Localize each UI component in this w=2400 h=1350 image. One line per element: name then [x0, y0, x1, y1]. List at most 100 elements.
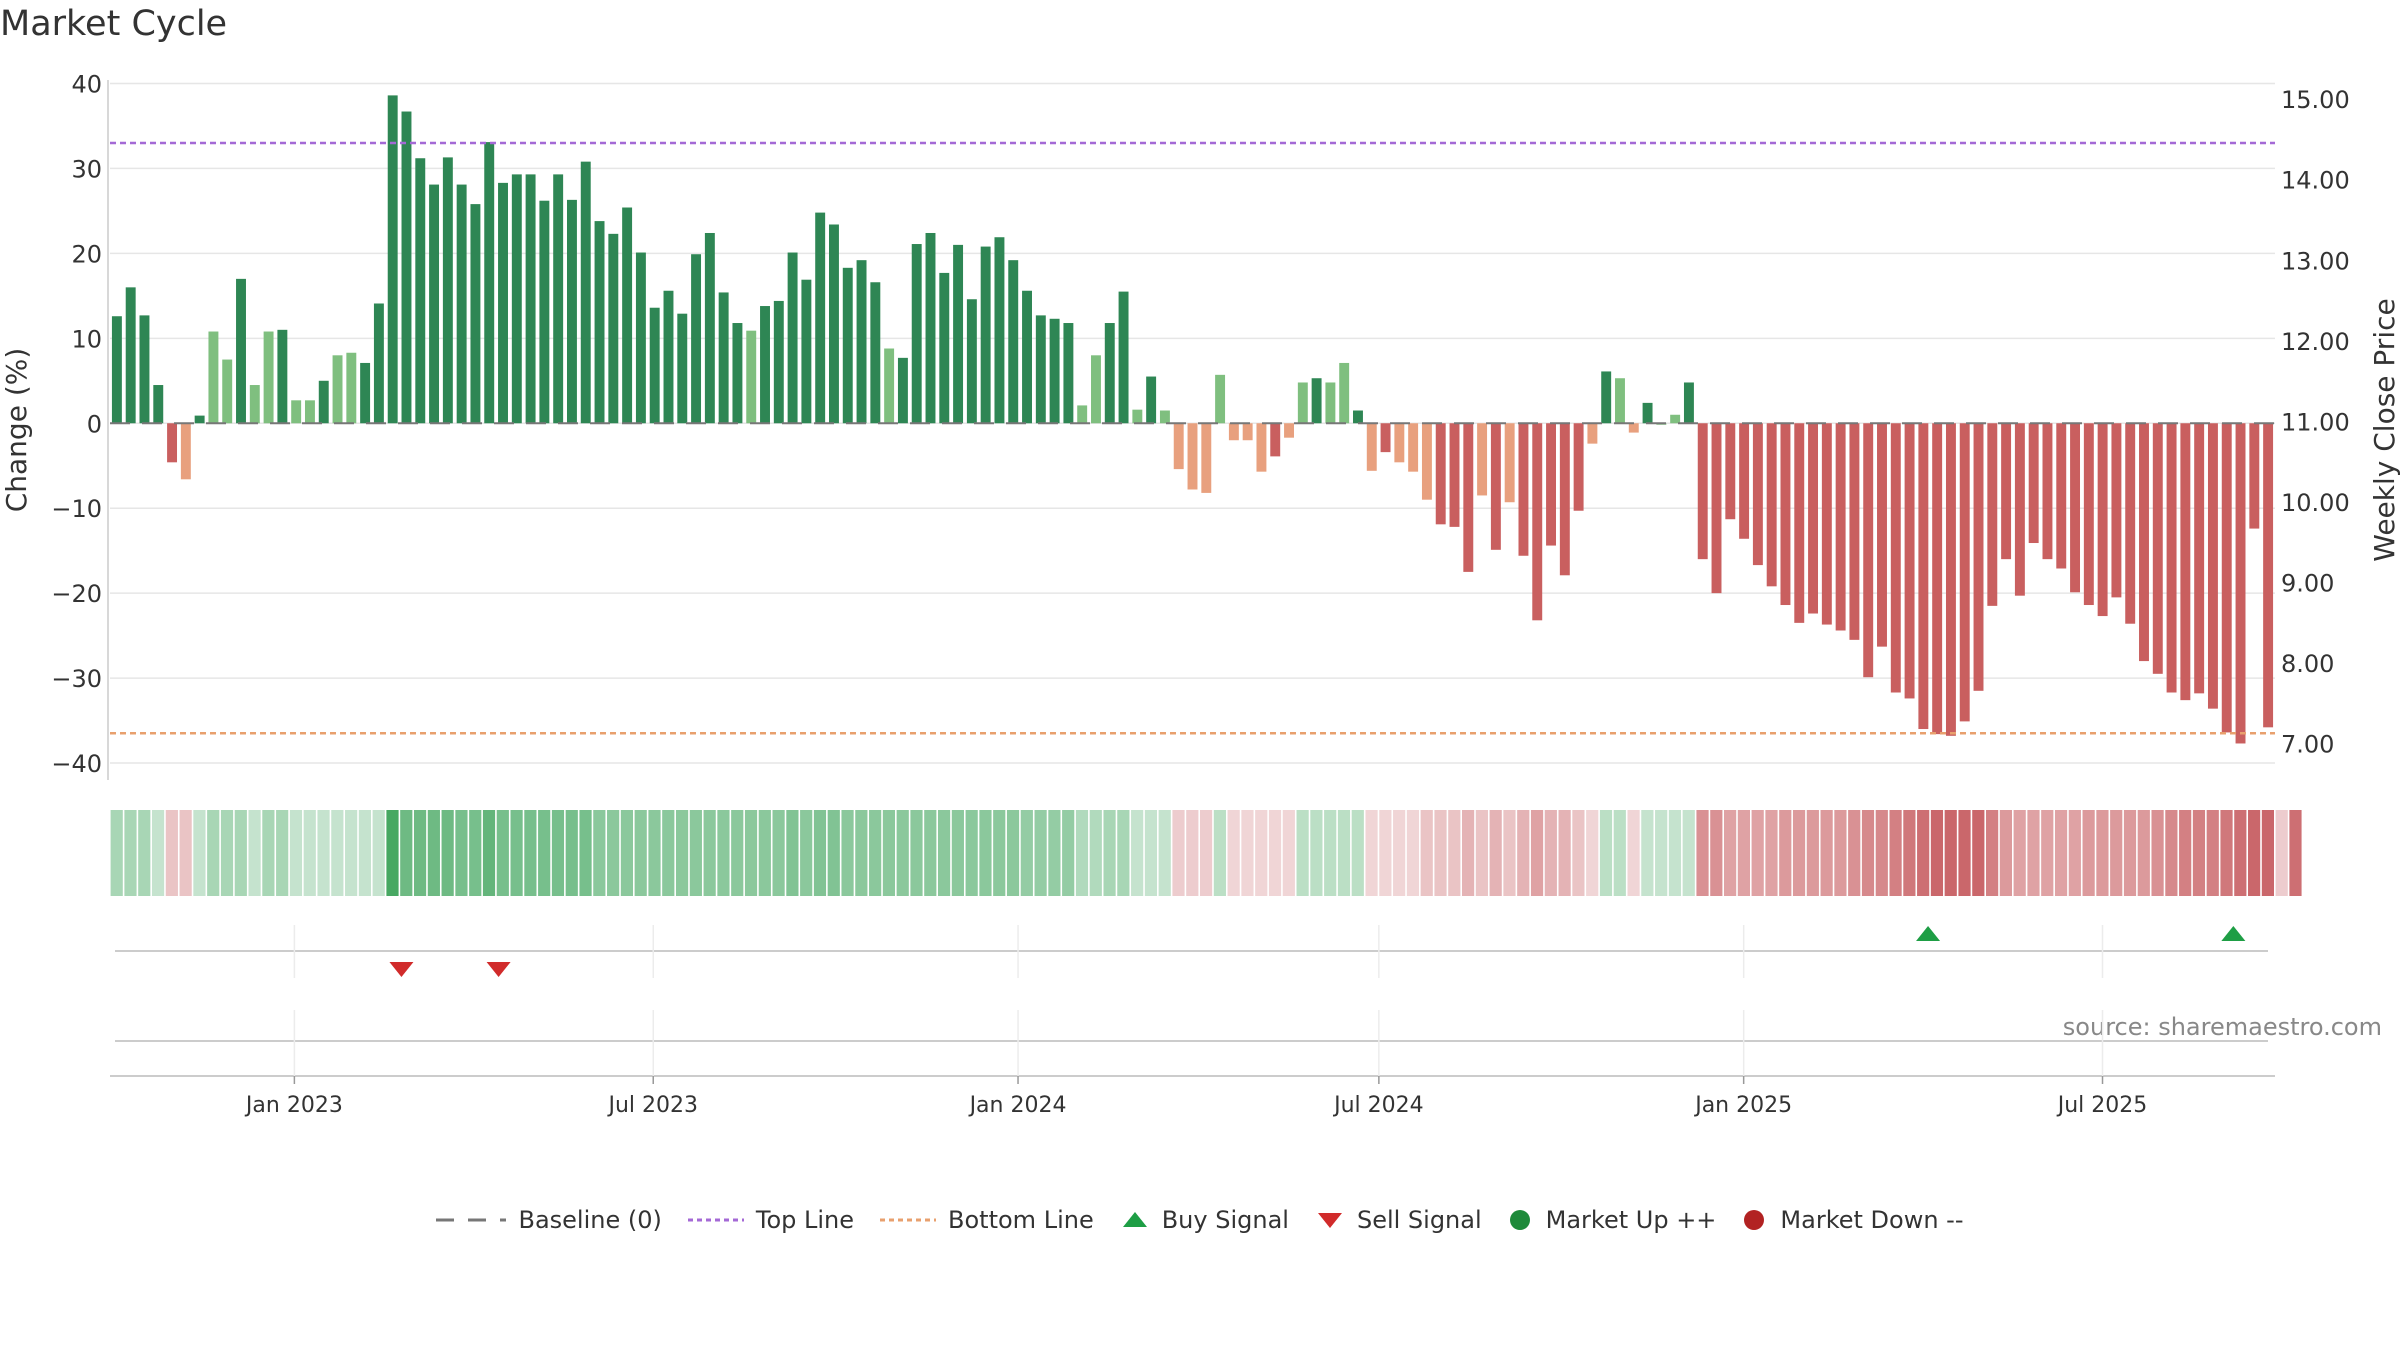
change-bar [511, 174, 522, 424]
heat-strip-cell [413, 810, 427, 896]
change-bar [1697, 423, 1708, 560]
legend-market-up[interactable]: Market Up ++ [1508, 1206, 1716, 1234]
change-bar [1228, 423, 1239, 441]
heat-strip-cell [441, 810, 454, 896]
heat-strip-cell [331, 810, 344, 896]
change-bar [1559, 423, 1570, 576]
heat-strip-cell [1765, 810, 1778, 896]
legend-bottom-line[interactable]: Bottom Line [880, 1206, 1094, 1234]
legend-sell-signal[interactable]: Sell Signal [1315, 1206, 1482, 1234]
change-bar [1794, 423, 1805, 623]
heat-strip-cell [1186, 810, 1199, 896]
heat-strip-cell [276, 810, 289, 896]
change-bar [401, 111, 412, 424]
heat-strip-cell [1530, 810, 1544, 896]
change-bar [194, 415, 205, 424]
legend-market-down[interactable]: Market Down -- [1742, 1206, 1964, 1234]
change-bar [1780, 423, 1791, 606]
heat-strip-cell [855, 810, 868, 896]
heat-strip-cell [1848, 810, 1861, 896]
change-bar [125, 287, 136, 424]
change-bar [1628, 423, 1639, 433]
heat-strip-cell [662, 810, 675, 896]
heat-strip-cell [2248, 810, 2261, 896]
change-bar [1077, 405, 1088, 424]
legend: Baseline (0) Top Line Bottom Line Buy Si… [0, 1206, 2400, 1234]
change-bar [801, 279, 812, 424]
change-bar [2152, 423, 2163, 674]
heat-strip-cell [675, 810, 689, 896]
change-bar [1532, 423, 1543, 621]
heat-strip-cell [2123, 810, 2137, 896]
change-bar [153, 385, 164, 424]
change-bar [1987, 423, 1998, 606]
change-bar [1366, 423, 1377, 471]
change-bar [1270, 423, 1281, 457]
y2-tick-label: 13.00 [2281, 247, 2350, 275]
heat-strip-cell [1420, 810, 1433, 896]
change-bar [746, 330, 757, 424]
heat-strip-cell [1682, 810, 1695, 896]
legend-baseline[interactable]: Baseline (0) [436, 1206, 662, 1234]
legend-top-line[interactable]: Top Line [687, 1206, 854, 1234]
heat-strip-cell [1227, 810, 1240, 896]
heat-strip-cell [813, 810, 827, 896]
heat-strip-cell [1655, 810, 1668, 896]
change-bar [1808, 423, 1819, 614]
change-bar [649, 307, 660, 424]
heat-strip-cell [758, 810, 771, 896]
change-bar [1918, 423, 1929, 730]
heat-strip-cell [400, 810, 413, 896]
heat-strip-cell [607, 810, 620, 896]
change-bar [2042, 423, 2053, 560]
change-bar [236, 278, 246, 424]
heat-strip-cell [262, 810, 275, 896]
change-bar [180, 423, 191, 480]
change-bar [1877, 423, 1887, 647]
heat-strip-cell [2096, 810, 2109, 896]
heat-strip-cell [1172, 810, 1185, 896]
change-bar [1504, 423, 1515, 503]
change-bar [1518, 423, 1529, 556]
bars-layer [111, 95, 2274, 744]
change-bar [346, 352, 357, 424]
heat-strip-cell [1958, 810, 1971, 896]
heat-strip-cell [1310, 810, 1323, 896]
heat-strip-cell [2027, 810, 2040, 896]
change-bar [277, 329, 288, 424]
change-bar [139, 315, 150, 424]
heat-strip-cell [1158, 810, 1171, 896]
y-tick-label: 20 [71, 240, 102, 268]
change-bar [1973, 423, 1984, 691]
heat-strip-cell [1944, 810, 1957, 896]
triangle-up-icon [1122, 1212, 1147, 1227]
heat-strip-cell [151, 810, 165, 896]
heat-strip-cell [2068, 810, 2081, 896]
y2-tick-label: 7.00 [2281, 731, 2334, 759]
legend-buy-signal[interactable]: Buy Signal [1120, 1206, 1289, 1234]
change-bar [994, 237, 1005, 424]
change-bar [884, 348, 895, 424]
heat-strip-cell [786, 810, 799, 896]
change-bar [1380, 423, 1391, 453]
change-bar [2111, 423, 2122, 598]
heat-strip-cell [1324, 810, 1337, 896]
heat-strip-cell [1586, 810, 1599, 896]
heat-strip-cell [1820, 810, 1833, 896]
change-bar [677, 313, 688, 424]
change-bar [2180, 423, 2191, 701]
axes-layer: 40 30 20 10 0 −10 −20 −30 −40 15.00 14.00 13.00 12.0… [51, 70, 2350, 780]
change-bar [2001, 423, 2012, 560]
sell-signal-marker [389, 962, 414, 977]
change-bar [263, 331, 274, 424]
change-bar [1284, 423, 1294, 438]
heat-strip-cell [345, 810, 358, 896]
red-dot-icon [1744, 1210, 1765, 1230]
heat-strip-cell [179, 810, 192, 896]
change-bar [704, 232, 715, 424]
heat-strip-cell [1448, 810, 1461, 896]
dotted-purple-line-icon [687, 1218, 744, 1222]
y2-tick-label: 14.00 [2281, 167, 2350, 195]
heat-strip-cell [882, 810, 896, 896]
